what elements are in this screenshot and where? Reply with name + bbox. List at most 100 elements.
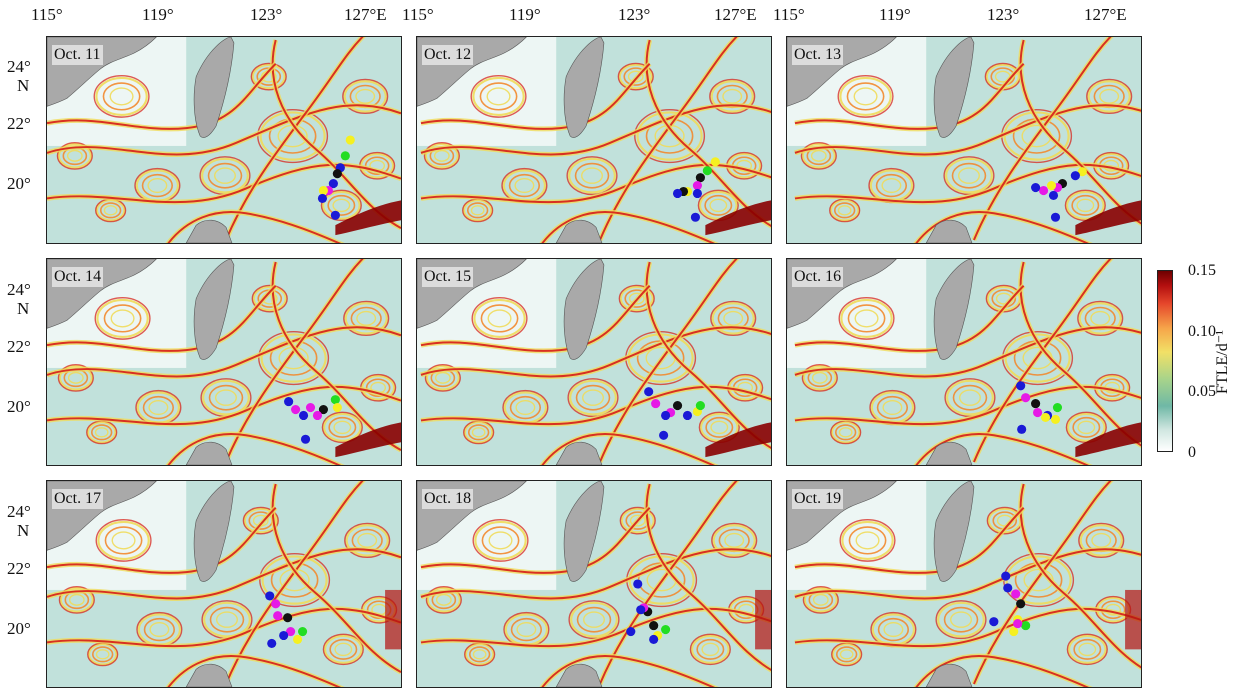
lat-label: 24° (7, 502, 31, 521)
map-panel: Oct. 19 (786, 480, 1142, 688)
drifter-marker (283, 613, 293, 623)
drifter-marker (661, 410, 671, 421)
map-panel: Oct. 18 (416, 480, 772, 688)
panel-date: Oct. 19 (792, 489, 844, 509)
drifter-marker (1001, 571, 1011, 581)
panel-date: Oct. 13 (792, 45, 844, 65)
lat-label: 22° (7, 559, 31, 578)
drifter-marker (291, 404, 301, 415)
lon-label: 115° (402, 5, 434, 24)
colorbar-tick: 0.05 (1188, 383, 1216, 400)
panel-date: Oct. 12 (422, 45, 474, 65)
drifter-marker (1003, 583, 1013, 593)
drifter-marker (330, 395, 340, 405)
drifter-marker (293, 634, 303, 645)
drifter-marker (1031, 182, 1041, 193)
drifter-marker (305, 403, 316, 413)
drifter-marker (1011, 589, 1021, 599)
map-panel: Oct. 13 (786, 36, 1142, 244)
drifter-marker (626, 626, 636, 637)
colorbar-tick: 0.15 (1188, 262, 1216, 279)
ftle-map (787, 481, 1141, 687)
lat-label: 20° (7, 397, 31, 416)
ftle-map (787, 259, 1141, 465)
lon-label: 115° (773, 5, 805, 24)
ftle-map (787, 37, 1141, 243)
drifter-marker (318, 185, 329, 196)
drifter-marker (317, 193, 328, 203)
drifter-marker (672, 188, 683, 199)
drifter-marker (1077, 167, 1087, 177)
lon-label: 119° (879, 5, 911, 24)
drifter-marker (692, 188, 702, 199)
drifter-marker (1052, 403, 1063, 413)
lat-label: 22° (7, 337, 31, 356)
drifter-marker (659, 430, 669, 440)
drifter-marker (332, 169, 342, 179)
map-panel: Oct. 12 (416, 36, 772, 244)
map-panel: Oct. 16 (786, 258, 1142, 466)
drifter-marker (1021, 393, 1031, 403)
drifter-marker (682, 410, 693, 421)
panel-date: Oct. 15 (422, 267, 474, 287)
drifter-marker (300, 434, 311, 444)
ftle-map (417, 481, 771, 687)
drifter-marker (1021, 621, 1031, 631)
lat-label: 22° (7, 114, 31, 133)
lon-label: 123° (987, 5, 1020, 24)
ftle-map (47, 481, 401, 687)
drifter-marker (1038, 185, 1049, 196)
map-panel: Oct. 17 (46, 480, 402, 688)
map-panel: Oct. 15 (416, 258, 772, 466)
drifter-marker (1009, 626, 1019, 637)
lat-label: N (17, 521, 30, 540)
lon-label: 115° (31, 5, 63, 24)
drifter-marker (267, 638, 277, 648)
drifter-marker (1050, 212, 1061, 222)
drifter-marker (633, 579, 643, 589)
drifter-marker (695, 173, 705, 183)
lon-label: 123° (618, 5, 651, 24)
drifter-marker (661, 625, 671, 635)
panel-date: Oct. 14 (52, 267, 104, 287)
drifter-marker (1013, 619, 1023, 629)
drifter-marker (710, 157, 720, 167)
lat-label: 20° (7, 619, 31, 638)
drifter-marker (649, 634, 659, 645)
map-panel: Oct. 11 (46, 36, 402, 244)
drifter-marker (702, 166, 712, 176)
drifter-marker (286, 626, 296, 637)
ftle-map (417, 37, 771, 243)
colorbar-tick: 0 (1188, 444, 1196, 461)
lon-label: 127°E (1084, 5, 1127, 24)
drifter-marker (332, 403, 342, 413)
drifter-marker (695, 401, 705, 411)
drifter-marker (279, 630, 289, 641)
drifter-marker (1070, 171, 1080, 181)
drifter-marker (330, 210, 340, 220)
drifter-marker (1031, 399, 1041, 409)
drifter-marker (328, 179, 338, 189)
ftle-map (47, 37, 401, 243)
drifter-marker (651, 399, 661, 409)
panel-date: Oct. 17 (52, 489, 104, 509)
lon-label: 127°E (714, 5, 757, 24)
drifter-marker (318, 404, 329, 415)
map-panel: Oct. 14 (46, 258, 402, 466)
drifter-marker (312, 410, 323, 421)
lon-label: 123° (250, 5, 283, 24)
drifter-marker (1050, 414, 1061, 424)
drifter-marker (298, 410, 309, 421)
lon-label: 119° (142, 5, 174, 24)
colorbar-tick: 0.10 (1188, 323, 1216, 340)
drifter-marker (1016, 381, 1026, 391)
drifter-marker (265, 591, 275, 601)
lat-label: 24° (7, 280, 31, 299)
drifter-marker (1046, 181, 1057, 191)
drifter-marker (1048, 190, 1059, 201)
drifter-marker (284, 397, 294, 407)
drifter-marker (989, 617, 999, 627)
drifter-marker (644, 387, 654, 397)
drifter-marker (1017, 424, 1027, 434)
drifter-marker (672, 401, 683, 411)
